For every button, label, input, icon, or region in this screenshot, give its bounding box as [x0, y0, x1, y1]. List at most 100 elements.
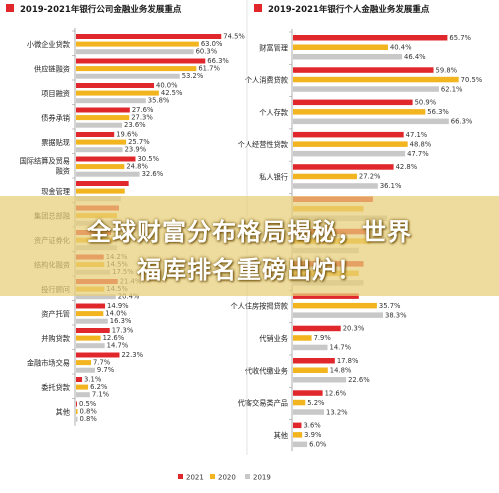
corp-bar-2020: [76, 41, 199, 47]
corp-data-label: 42.5%: [161, 89, 183, 97]
corp-category-label: 项目融资: [41, 89, 70, 98]
retail-category-label: 其他: [274, 431, 288, 440]
corp-bar-2021: [76, 83, 154, 88]
legend-label-2020: 2020: [218, 474, 236, 482]
retail-data-label: 50.9%: [415, 99, 437, 107]
retail-category-label: 代销业务: [259, 334, 288, 343]
retail-data-label: 5.2%: [307, 399, 325, 407]
corp-category-label: 并购贷款: [41, 334, 70, 343]
retail-data-label: 66.3%: [451, 118, 473, 126]
corp-category-label: 债券承销: [41, 114, 70, 123]
retail-bar-2020: [293, 367, 328, 373]
retail-category-label: 私人银行: [259, 172, 288, 181]
legend-swatch-2021: [178, 474, 183, 479]
corp-data-label: 16.3%: [110, 317, 132, 325]
corp-data-label: 17.3%: [112, 327, 134, 335]
retail-category-label: 个人住房按揭贷款: [230, 302, 288, 311]
corp-category-label: 资产托管: [41, 310, 70, 319]
legend-swatch-2019: [245, 474, 250, 479]
retail-data-label: 13.2%: [326, 408, 348, 416]
corp-category-label: 委托贷款: [41, 383, 70, 392]
retail-bar-2019: [293, 118, 449, 125]
retail-data-label: 12.6%: [325, 389, 347, 397]
retail-bar-2019: [293, 54, 403, 60]
corp-data-label: 32.6%: [142, 170, 164, 178]
retail-bar-2020: [293, 76, 459, 83]
corp-category-label: 现金管理: [41, 187, 70, 196]
corp-bar-2020: [76, 66, 197, 72]
retail-category-label: 代客交易类产品: [238, 399, 288, 408]
corp-bar-2021: [76, 107, 130, 113]
retail-data-label: 42.8%: [396, 163, 418, 171]
corp-bar-2020: [76, 90, 159, 96]
corp-data-label: 23.9%: [125, 146, 147, 154]
retail-bar-2021: [293, 35, 448, 41]
retail-data-label: 3.6%: [303, 422, 321, 430]
retail-bar-2021: [293, 358, 335, 364]
retail-data-label: 47.1%: [406, 131, 428, 139]
corp-bar-2019: [76, 343, 105, 349]
retail-data-label: 20.3%: [343, 325, 365, 333]
retail-data-label: 36.1%: [380, 182, 402, 190]
retail-bar-2019: [293, 150, 406, 157]
retail-data-label: 27.2%: [359, 173, 381, 181]
corp-data-label: 20.4%: [118, 293, 140, 301]
retail-bar-2020: [293, 173, 357, 180]
retail-chart-title: 2019-2021年银行个人金融业务发展重点: [268, 4, 430, 15]
retail-bar-2019: [293, 183, 378, 189]
retail-data-label: 3.9%: [304, 431, 322, 439]
corp-data-label: 74.5%: [223, 33, 245, 41]
corp-bar-2019: [76, 49, 194, 55]
retail-bar-2019: [293, 86, 439, 92]
corp-data-label: 53.2%: [182, 72, 204, 80]
retail-bar-2020: [293, 399, 306, 406]
corp-bar-2021: [76, 132, 115, 137]
corp-data-label: 12.6%: [103, 334, 125, 342]
retail-category-label: 个人消费贷款: [245, 76, 288, 85]
corp-data-label: 22.3%: [121, 351, 143, 359]
legend-label-2021: 2021: [186, 474, 204, 482]
corp-data-label: 14.7%: [107, 342, 129, 350]
retail-bar-2020: [293, 432, 303, 438]
retail-data-label: 14.7%: [330, 344, 352, 352]
corp-data-label: 3.1%: [84, 376, 102, 384]
banner-headline-line-2: 福库排名重磅出炉！: [137, 256, 362, 284]
retail-bar-2021: [293, 325, 341, 332]
retail-data-label: 35.7%: [379, 302, 401, 310]
corp-bar-2020: [76, 360, 92, 366]
corp-data-label: 14.9%: [107, 302, 129, 310]
corp-data-label: 14.0%: [105, 310, 127, 318]
corp-bar-2019: [76, 171, 140, 177]
corp-category-label: 小微企业贷款: [27, 40, 70, 49]
corp-bar-2020: [76, 139, 127, 145]
retail-bar-2021: [293, 67, 434, 73]
corp-bar-2019: [76, 147, 123, 153]
corp-bar-2020: [76, 409, 78, 415]
retail-bar-2020: [293, 109, 426, 115]
corp-data-label: 6.2%: [90, 383, 108, 391]
retail-bar-2019: [293, 441, 308, 448]
corp-bar-2019: [76, 98, 146, 104]
corp-data-label: 63.0%: [201, 40, 223, 48]
corp-data-label: 24.8%: [126, 163, 148, 171]
retail-bar-2021: [293, 99, 413, 106]
retail-bar-2019: [293, 377, 347, 383]
corp-data-label: 27.6%: [132, 106, 154, 114]
retail-data-label: 7.9%: [314, 334, 332, 342]
retail-data-label: 70.5%: [461, 76, 483, 84]
corp-data-label: 7.7%: [93, 359, 111, 367]
corp-bar-2020: [76, 188, 125, 194]
retail-bar-2021: [293, 164, 394, 170]
corp-bar-2020: [76, 164, 125, 170]
corp-title-marker: [6, 4, 14, 12]
retail-data-label: 65.7%: [449, 34, 471, 42]
corp-category-label: 其他: [56, 408, 70, 417]
retail-data-label: 48.8%: [410, 140, 432, 148]
corp-bar-2020: [76, 384, 89, 390]
corp-data-label: 25.7%: [128, 138, 150, 146]
corp-bar-2019: [76, 318, 108, 324]
corp-category-label: 供应链融资: [34, 65, 70, 74]
corp-bar-2019: [76, 122, 123, 128]
retail-bar-2020: [293, 302, 377, 309]
corp-bar-2019: [76, 73, 180, 79]
